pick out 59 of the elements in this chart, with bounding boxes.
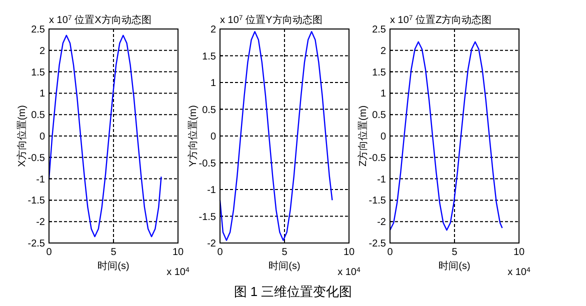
y-tick-label: 1 (380, 88, 386, 100)
y-tick-label: -0.5 (368, 152, 386, 164)
x-axis-title: 时间(s) (268, 260, 300, 272)
chart-title: 位置Y方向动态图 (242, 14, 322, 26)
x-axis-title: 时间(s) (438, 260, 470, 272)
y-tick-label: 0.5 (202, 104, 216, 116)
y-axis-title: Y方向位置(m) (187, 105, 199, 167)
y-tick-label: -2 (36, 217, 46, 228)
text: x 10$^{4}$ (166, 266, 190, 278)
y-tick-label: 1 (39, 88, 46, 100)
y-tick-label: -1.5 (28, 196, 46, 207)
y-tick-label: -1 (377, 174, 386, 186)
y-tick-label: -0.5 (198, 158, 216, 170)
text: x 10$^{7}$ (220, 14, 243, 26)
y-axis-title: Z方向位置(m) (357, 105, 369, 167)
y-tick-label: 2.5 (372, 24, 386, 36)
chart-title: 位置Z方向动态图 (412, 14, 492, 26)
y-tick-label: -2.5 (368, 238, 386, 250)
caption: 图 1 三维位置变化图 (234, 284, 352, 299)
y-tick-label: 1.5 (31, 67, 46, 78)
y-tick-label: 2 (210, 24, 216, 36)
y-tick-label: -2.5 (28, 238, 46, 250)
y-tick-label: 1.5 (372, 67, 386, 78)
y-tick-label: 0.5 (31, 110, 46, 122)
y-tick-label: 0 (380, 132, 386, 142)
y-tick-label: -2 (207, 238, 216, 250)
y-tick-label: -2 (377, 217, 386, 228)
text: x 10$^{4}$ (338, 266, 360, 278)
line-series (48, 34, 162, 238)
y-tick-label: -1.5 (198, 212, 216, 223)
text: x 10$^{7}$ (49, 14, 72, 26)
x-tick-label: 10 (513, 247, 525, 258)
chart-title: 位置X方向动态图 (72, 14, 152, 26)
y-tick-label: 0 (39, 132, 46, 142)
y-tick-label: 1 (210, 78, 216, 89)
y-tick-label: -1 (207, 185, 216, 196)
x-tick-label: 0 (46, 247, 52, 258)
y-tick-label: 0.5 (372, 110, 386, 122)
y-tick-label: 1.5 (202, 51, 216, 62)
x-axis-title: 时间(s) (98, 260, 130, 272)
y-tick-label: -1.5 (368, 196, 386, 207)
x-tick-label: 0 (217, 247, 224, 258)
y-axis-title: X方向位置(m) (16, 105, 28, 167)
y-tick-label: 2 (39, 46, 46, 57)
x-tick-label: 10 (343, 247, 355, 258)
y-tick-label: 0 (210, 132, 216, 142)
y-tick-label: -0.5 (28, 152, 46, 164)
line-series (219, 31, 333, 241)
x-tick-label: 0 (387, 247, 394, 258)
x-tick-label: 5 (110, 247, 117, 258)
text: x 10$^{4}$ (508, 266, 530, 278)
x-tick-label: 5 (452, 247, 458, 258)
y-tick-label: 2 (380, 46, 386, 57)
y-tick-label: 2.5 (31, 24, 46, 36)
line-series (389, 41, 503, 231)
text: x 10$^{7}$ (390, 14, 413, 26)
y-tick-label: -1 (36, 174, 46, 186)
x-tick-label: 10 (172, 247, 184, 258)
x-tick-label: 5 (282, 247, 288, 258)
